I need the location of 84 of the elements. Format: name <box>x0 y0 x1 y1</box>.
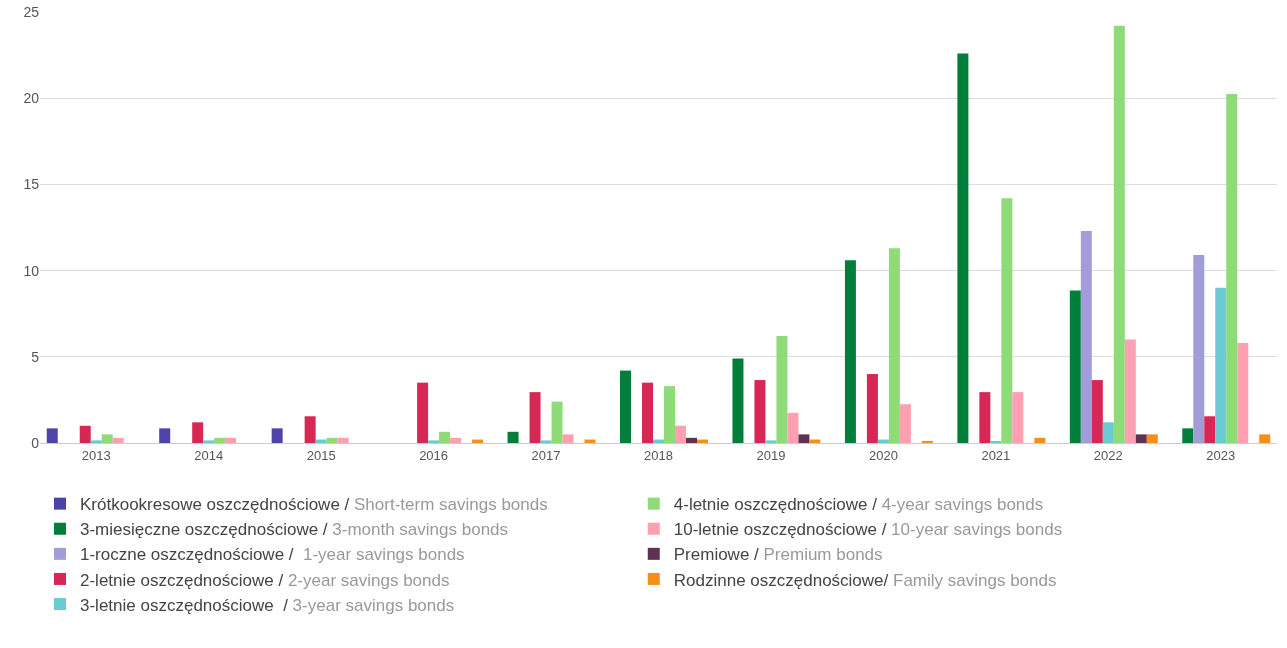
bar <box>46 428 58 443</box>
legend-label: Rodzinne oszczędnościowe/ Family savings bonds <box>673 570 1057 590</box>
bar <box>765 440 777 443</box>
x-tick-label: 2020 <box>868 447 898 463</box>
bar <box>1102 422 1114 443</box>
bar <box>844 260 856 443</box>
bar <box>1193 255 1205 443</box>
bar <box>642 382 653 443</box>
bar <box>620 370 632 443</box>
bar <box>1204 416 1216 443</box>
bar <box>101 434 113 443</box>
bar <box>798 434 810 443</box>
bar <box>326 437 338 443</box>
bar <box>1091 380 1103 443</box>
bar <box>529 392 541 443</box>
legend-label: 3-letnie oszczędnościowe / 3-year savings bonds <box>80 595 455 615</box>
bar <box>225 437 237 443</box>
bar <box>1001 198 1013 443</box>
bar <box>562 434 574 443</box>
bar <box>1012 392 1024 443</box>
x-tick-label: 2015 <box>306 447 336 463</box>
bar <box>754 380 766 443</box>
bar <box>1113 25 1125 443</box>
bar <box>507 431 519 443</box>
x-tick-label: 2022 <box>1093 447 1123 463</box>
bar <box>1237 343 1249 443</box>
bar <box>899 404 911 443</box>
y-tick-label: 5 <box>31 348 40 365</box>
bar <box>540 440 552 443</box>
legend-label: 10-letnie oszczędnościowe / 10-year savings bonds <box>673 520 1063 540</box>
bar <box>1259 434 1271 443</box>
y-tick-label: 0 <box>31 434 40 451</box>
x-tick-label: 2014 <box>194 447 224 463</box>
y-tick-label: 20 <box>23 90 40 107</box>
legend-label: 4-letnie oszczędnościowe / 4-year savings bonds <box>673 495 1044 515</box>
bar <box>79 425 91 443</box>
bar <box>1135 434 1147 443</box>
bar <box>1034 437 1046 443</box>
x-tick-label: 2013 <box>81 447 111 463</box>
bar <box>214 437 226 443</box>
x-tick-label: 2016 <box>419 447 449 463</box>
y-tick-label: 15 <box>23 176 40 193</box>
bar <box>203 440 215 443</box>
bar <box>664 386 675 443</box>
bar <box>428 440 440 443</box>
bar <box>1182 428 1194 443</box>
bar <box>979 392 991 443</box>
x-tick-label: 2023 <box>1206 447 1236 463</box>
bar <box>450 437 462 443</box>
bar <box>417 382 429 443</box>
bar <box>1146 434 1158 443</box>
bar <box>957 53 969 443</box>
bar <box>674 425 686 443</box>
bar <box>685 437 697 443</box>
bar <box>866 374 878 443</box>
bar <box>1069 290 1081 443</box>
bar <box>551 401 563 443</box>
bar <box>1226 93 1238 443</box>
bar <box>732 358 744 443</box>
legend-label: Krótkookresowe oszczędnościowe / Short-term savings bonds <box>80 495 548 515</box>
bar <box>787 412 799 443</box>
legend-label: 2-letnie oszczędnościowe / 2-year savings bonds <box>80 570 450 590</box>
x-tick-label: 2021 <box>981 447 1011 463</box>
y-tick-label: 10 <box>23 262 40 279</box>
bar <box>776 336 788 443</box>
legend-label: Premiowe / Premium bonds <box>673 545 883 565</box>
bar <box>337 437 349 443</box>
x-tick-label: 2019 <box>756 447 786 463</box>
bar <box>192 422 204 443</box>
legend-label: 3-miesięczne oszczędnościowe / 3-month savings bonds <box>80 520 509 540</box>
bar <box>1080 230 1092 443</box>
bar <box>1124 339 1136 443</box>
bar <box>1215 287 1227 443</box>
y-tick-label: 25 <box>23 3 40 20</box>
x-tick-label: 2018 <box>644 447 673 463</box>
bar <box>90 440 102 443</box>
bar <box>112 437 124 443</box>
bar <box>271 428 283 443</box>
x-tick-label: 2017 <box>531 447 561 463</box>
bar <box>304 416 316 443</box>
legend-label: 1-roczne oszczędnościowe / 1-year savings bonds <box>80 545 465 565</box>
bar <box>888 248 900 443</box>
bar <box>439 431 451 443</box>
bar <box>159 428 171 443</box>
